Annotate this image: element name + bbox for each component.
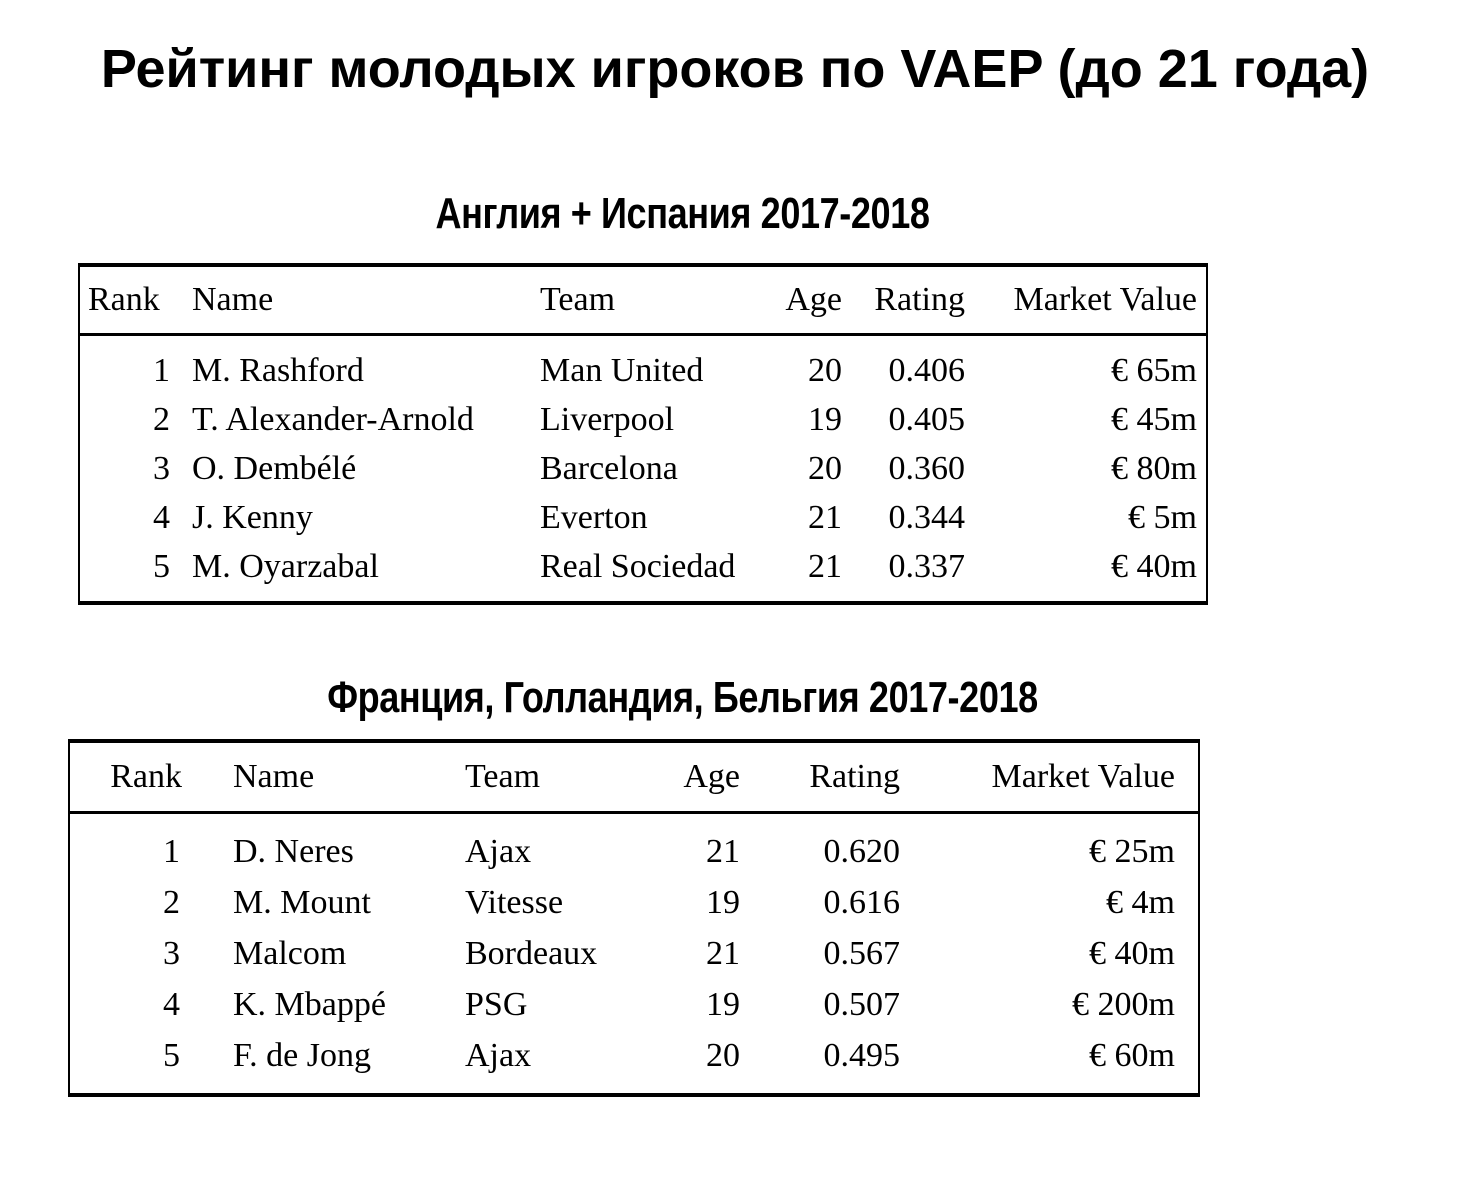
cell-rank: 2 [163, 883, 180, 921]
cell-name: M. Rashford [192, 351, 364, 389]
cell-name: T. Alexander-Arnold [192, 400, 474, 438]
cell-rank: 3 [163, 934, 180, 972]
cell-team: Bordeaux [465, 934, 598, 972]
cell-rank: 4 [153, 498, 170, 536]
cell-rating: 0.344 [888, 498, 966, 536]
cell-name: Malcom [233, 934, 347, 972]
cell-name: O. Dembélé [192, 449, 357, 487]
cell-team: PSG [465, 985, 528, 1023]
cell-rating: 0.567 [823, 934, 901, 972]
page-title: Рейтинг молодых игроков по VAEP (до 21 г… [100, 39, 1370, 99]
header-rating: Rating [874, 281, 965, 318]
table-row: 2 M. Mount Vitesse 19 0.616 € 4m [70, 877, 1198, 928]
cell-age: 21 [808, 547, 842, 585]
cell-age: 21 [706, 934, 740, 972]
cell-age: 20 [808, 449, 842, 487]
header-row: Rank Name Team Age Rating Market Value [70, 743, 1198, 811]
header-rating: Rating [809, 758, 900, 795]
cell-age: 19 [706, 883, 740, 921]
cell-team: Ajax [465, 1036, 532, 1074]
table-2-subtitle: Франция, Голландия, Бельгия 2017-2018 [327, 673, 1038, 722]
cell-rating: 0.405 [888, 400, 966, 438]
cell-team: Everton [540, 498, 648, 536]
mid-rule [78, 333, 1208, 336]
cell-rank: 3 [153, 449, 170, 487]
cell-rank: 1 [163, 832, 180, 870]
table-row: 5 F. de Jong Ajax 20 0.495 € 60m [70, 1030, 1198, 1081]
cell-market-value: € 200m [1072, 985, 1175, 1023]
table-1-subtitle: Англия + Испания 2017-2018 [435, 189, 930, 238]
cell-rating: 0.360 [888, 449, 966, 487]
cell-age: 19 [808, 400, 842, 438]
cell-age: 21 [808, 498, 842, 536]
table-row: 3 Malcom Bordeaux 21 0.567 € 40m [70, 928, 1198, 979]
cell-name: J. Kenny [192, 498, 313, 536]
cell-team: Vitesse [465, 883, 564, 921]
header-market-value: Market Value [1013, 281, 1197, 318]
header-market-value: Market Value [991, 758, 1175, 795]
cell-market-value: € 45m [1111, 400, 1197, 438]
table-row: 1 M. Rashford Man United 20 0.406 € 65m [80, 346, 1206, 395]
bottom-rule [78, 601, 1208, 605]
cell-rating: 0.616 [823, 883, 901, 921]
cell-rating: 0.406 [888, 351, 966, 389]
cell-age: 20 [706, 1036, 740, 1074]
header-row: Rank Name Team Age Rating Market Value [80, 267, 1206, 333]
header-team: Team [465, 758, 541, 795]
cell-market-value: € 25m [1089, 832, 1175, 870]
cell-age: 19 [706, 985, 740, 1023]
header-block: Rank Name Team Age Rating Market Value [68, 743, 1200, 811]
cell-team: Barcelona [540, 449, 678, 487]
header-name: Name [233, 758, 315, 795]
body-block: 1 D. Neres Ajax 21 0.620 € 25m 2 M. Mount Vitess… [68, 814, 1200, 1093]
cell-team: Liverpool [540, 400, 675, 438]
cell-name: M. Mount [233, 883, 371, 921]
mid-rule [68, 811, 1200, 814]
cell-name: F. de Jong [233, 1036, 372, 1074]
cell-rank: 1 [153, 351, 170, 389]
header-team: Team [540, 281, 616, 318]
table-row: 5 M. Oyarzabal Real Sociedad 21 0.337 € 40m [80, 542, 1206, 591]
table-row: 4 K. Mbappé PSG 19 0.507 € 200m [70, 979, 1198, 1030]
cell-rating: 0.337 [888, 547, 966, 585]
cell-market-value: € 40m [1089, 934, 1175, 972]
cell-rank: 5 [153, 547, 170, 585]
cell-market-value: € 4m [1106, 883, 1175, 921]
header-age: Age [683, 758, 740, 795]
header-block: Rank Name Team Age Rating Market Value [78, 267, 1208, 333]
header-rank: Rank [88, 281, 160, 318]
cell-market-value: € 65m [1111, 351, 1197, 389]
cell-rank: 5 [163, 1036, 180, 1074]
cell-rating: 0.507 [823, 985, 901, 1023]
cell-rating: 0.620 [823, 832, 901, 870]
top-rule [78, 263, 1208, 267]
cell-rating: 0.495 [823, 1036, 901, 1074]
table-row: 1 D. Neres Ajax 21 0.620 € 25m [70, 826, 1198, 877]
cell-market-value: € 40m [1111, 547, 1197, 585]
cell-team: Real Sociedad [540, 547, 736, 585]
bottom-rule [68, 1093, 1200, 1097]
cell-name: M. Oyarzabal [192, 547, 379, 585]
cell-market-value: € 80m [1111, 449, 1197, 487]
cell-name: K. Mbappé [233, 985, 386, 1023]
table-row: 3 O. Dembélé Barcelona 20 0.360 € 80m [80, 444, 1206, 493]
cell-market-value: € 60m [1089, 1036, 1175, 1074]
cell-age: 21 [706, 832, 740, 870]
cell-age: 20 [808, 351, 842, 389]
cell-rank: 2 [153, 400, 170, 438]
table-row: 2 T. Alexander-Arnold Liverpool 19 0.405 € 45… [80, 395, 1206, 444]
header-rank: Rank [110, 758, 182, 795]
table-england-spain: Rank Name Team Age Rating Market Value 1 M. Ras… [78, 263, 1208, 605]
cell-name: D. Neres [233, 832, 354, 870]
table-row: 4 J. Kenny Everton 21 0.344 € 5m [80, 493, 1206, 542]
table-france-netherlands-belgium: Rank Name Team Age Rating Market Value 1 D. Ner… [68, 739, 1200, 1097]
top-rule [68, 739, 1200, 743]
body-block: 1 M. Rashford Man United 20 0.406 € 65m 2 T. Al… [78, 336, 1208, 601]
cell-market-value: € 5m [1128, 498, 1197, 536]
header-name: Name [192, 281, 274, 318]
cell-team: Man United [540, 351, 704, 389]
cell-team: Ajax [465, 832, 532, 870]
header-age: Age [785, 281, 842, 318]
cell-rank: 4 [163, 985, 180, 1023]
